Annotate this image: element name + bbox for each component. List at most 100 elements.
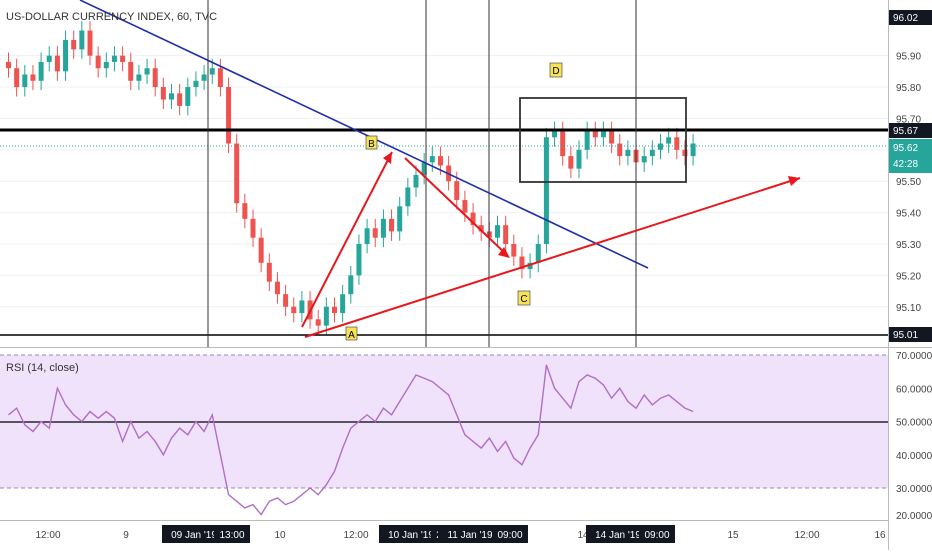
trendline-blue[interactable] xyxy=(79,0,649,269)
candle-body xyxy=(299,300,305,314)
price-axis[interactable]: 95.9095.8095.7095.6095.5095.4095.3095.20… xyxy=(896,52,921,314)
candle-body xyxy=(152,68,158,88)
candle-body xyxy=(111,55,117,62)
svg-text:B: B xyxy=(368,139,375,150)
candle-body xyxy=(250,218,256,238)
candle-body xyxy=(421,162,427,175)
grid xyxy=(0,55,888,308)
badge-current-price: 95.62 42:28 xyxy=(889,139,932,173)
price-pane-background xyxy=(0,0,888,347)
candle-body xyxy=(690,143,696,157)
candle-body xyxy=(405,187,411,207)
candle-body xyxy=(30,74,36,81)
candle-body xyxy=(454,181,460,201)
x-tick-label: 09:00 xyxy=(644,530,669,541)
candle-body xyxy=(14,68,20,88)
x-tick-highlight xyxy=(586,525,650,543)
trendline-red[interactable] xyxy=(304,177,801,338)
rsi-tick-label: 60.0000 xyxy=(896,384,932,395)
x-tick-highlight xyxy=(379,525,443,543)
x-tick-label: 12:00 xyxy=(35,530,60,541)
candle-body xyxy=(258,237,264,263)
arrow-head xyxy=(383,152,392,164)
x-tick-label: 10 Jan '19 xyxy=(388,530,434,541)
candle-body xyxy=(160,87,166,100)
y-tick-label: 95.30 xyxy=(896,240,921,251)
candle-body xyxy=(658,143,663,150)
candle-body xyxy=(519,256,525,270)
x-tick-label: 10 xyxy=(274,530,286,541)
candle-body xyxy=(136,74,142,81)
badge-resistance: 95.67 xyxy=(889,123,932,138)
x-tick-highlight xyxy=(162,525,226,543)
x-tick-highlight xyxy=(492,525,528,543)
candle-body xyxy=(95,55,101,69)
arrow-a-b[interactable] xyxy=(301,151,393,328)
label-a: A xyxy=(345,326,358,341)
rsi-axis[interactable]: 70.0000 60.0000 50.0000 40.0000 30.0000 20.00… xyxy=(896,351,932,522)
rsi-tick-label: 20.0000 xyxy=(896,511,932,522)
svg-text:A: A xyxy=(348,330,355,341)
candle-body xyxy=(242,203,248,219)
candle-body xyxy=(144,68,150,75)
x-tick-label: 12:00 xyxy=(343,530,368,541)
rsi-tick-label: 70.0000 xyxy=(896,351,932,362)
candle-body xyxy=(283,294,289,307)
candle-body xyxy=(291,306,297,314)
candle-body xyxy=(177,93,183,106)
candle-body xyxy=(527,262,533,270)
candle-body xyxy=(323,306,329,326)
arrow-b-c[interactable] xyxy=(404,157,508,256)
candle-body xyxy=(576,149,582,169)
candle-body xyxy=(625,149,631,157)
candle-body xyxy=(234,143,240,204)
badge-support: 95.01 xyxy=(889,327,932,342)
candle-body xyxy=(437,156,443,166)
candle-body xyxy=(193,80,199,88)
candle-body xyxy=(356,243,362,276)
x-tick-label: 15 xyxy=(727,530,739,541)
candle-body xyxy=(682,149,688,157)
candle-body xyxy=(185,87,191,106)
candle-body xyxy=(560,130,566,157)
candle-body xyxy=(495,225,500,238)
svg-text:95.01: 95.01 xyxy=(893,330,918,341)
candle-body xyxy=(584,130,590,150)
badge-top-level: 96.02 xyxy=(889,10,932,25)
candle-body xyxy=(609,130,615,144)
candle-body xyxy=(397,206,403,232)
x-tick-label: 12:00 xyxy=(794,530,819,541)
y-tick-label: 95.40 xyxy=(896,209,921,220)
candle-body xyxy=(535,243,541,263)
candle-body xyxy=(274,281,280,295)
candle-body xyxy=(600,130,606,138)
rsi-label: RSI (14, close) xyxy=(6,362,79,374)
arrow-head xyxy=(498,247,510,258)
label-b: B xyxy=(365,135,378,150)
candle-body xyxy=(617,143,623,157)
y-tick-label: 95.10 xyxy=(896,303,921,314)
x-tick-highlight xyxy=(639,525,675,543)
x-tick-label: 16 xyxy=(874,530,886,541)
candle-body xyxy=(217,68,223,88)
candle-body xyxy=(201,74,207,81)
candle-body xyxy=(674,137,680,150)
candle-body xyxy=(568,156,574,169)
candle-body xyxy=(552,130,558,138)
candle-body xyxy=(315,319,321,326)
candle-body xyxy=(470,212,476,226)
candle-body xyxy=(209,68,215,75)
candle-body xyxy=(413,174,419,188)
consolidation-box[interactable] xyxy=(519,97,687,183)
y-tick-label: 95.90 xyxy=(896,52,921,63)
candle-body xyxy=(641,156,647,163)
x-tick-label: 09:00 xyxy=(497,530,522,541)
candle-body xyxy=(38,61,44,81)
rsi-tick-label: 50.0000 xyxy=(896,418,932,429)
rsi-tick-label: 30.0000 xyxy=(896,484,932,495)
candle-body xyxy=(128,61,134,81)
candle-body xyxy=(503,225,509,244)
candle-body xyxy=(87,30,93,56)
